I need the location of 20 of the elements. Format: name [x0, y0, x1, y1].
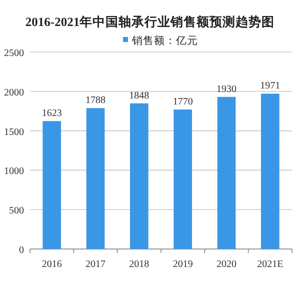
data-label: 1770: [172, 96, 193, 108]
data-label: 1623: [42, 108, 62, 120]
x-tick-label: 2017: [86, 259, 106, 270]
y-tick-label: 2500: [4, 48, 24, 59]
y-tick-label: 2000: [4, 87, 24, 98]
x-tick-label: 2016: [42, 259, 62, 270]
x-tick-label: 2021E: [257, 259, 284, 270]
data-label: 1848: [129, 90, 150, 102]
x-tick-label: 2020: [216, 259, 236, 270]
x-tick-label: 2019: [172, 259, 193, 270]
data-label: 1788: [86, 95, 106, 106]
x-tick-label: 2018: [129, 259, 150, 270]
y-tick-label: 500: [9, 206, 24, 217]
legend-label: 销售额：亿元: [131, 34, 198, 47]
data-label: 1930: [216, 84, 236, 95]
chart-title: 2016-2021年中国轴承行业销售额预测趋势图: [25, 14, 275, 29]
y-tick-label: 1500: [4, 126, 24, 138]
data-label: 1971: [260, 80, 280, 92]
y-tick-label: 0: [19, 245, 24, 256]
y-tick-label: 1000: [4, 166, 24, 178]
